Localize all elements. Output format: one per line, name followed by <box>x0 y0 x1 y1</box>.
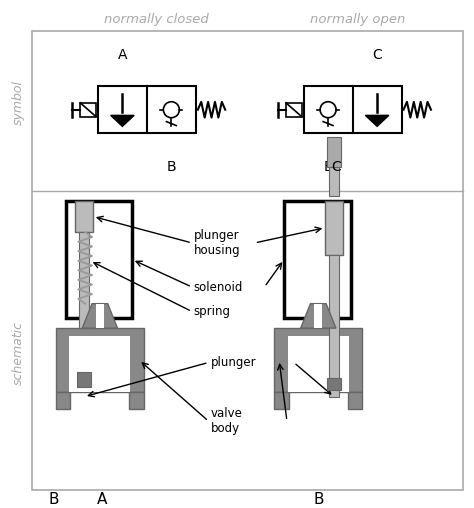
Bar <box>80 103 96 116</box>
Bar <box>96 304 104 328</box>
Text: schematic: schematic <box>12 321 25 385</box>
Circle shape <box>164 102 179 118</box>
Text: normally open: normally open <box>310 13 405 26</box>
Bar <box>327 378 341 390</box>
Text: A: A <box>118 48 127 61</box>
Text: B: B <box>323 160 333 174</box>
Bar <box>288 336 349 392</box>
Bar <box>79 232 89 328</box>
Bar <box>98 86 196 133</box>
Text: normally closed: normally closed <box>104 13 209 26</box>
Polygon shape <box>110 115 134 126</box>
Polygon shape <box>365 115 389 126</box>
Bar <box>65 201 132 319</box>
Bar <box>56 392 71 409</box>
Bar <box>75 201 93 232</box>
Bar <box>329 255 339 397</box>
Bar <box>56 328 144 392</box>
Bar <box>284 201 351 319</box>
Text: C: C <box>331 160 341 174</box>
Text: plunger: plunger <box>210 356 256 369</box>
Circle shape <box>320 102 336 118</box>
Polygon shape <box>301 304 336 328</box>
Bar <box>70 336 130 392</box>
Bar <box>325 201 343 255</box>
Bar <box>274 328 363 392</box>
Bar <box>329 167 339 196</box>
Polygon shape <box>82 304 118 328</box>
Bar <box>129 392 144 409</box>
Text: B: B <box>48 492 59 507</box>
Bar <box>77 372 91 387</box>
Bar <box>274 392 289 409</box>
Text: valve
body: valve body <box>210 407 242 435</box>
Bar <box>314 304 322 328</box>
Bar <box>286 103 301 116</box>
Text: symbol: symbol <box>12 80 25 125</box>
Text: solenoid: solenoid <box>194 280 243 294</box>
Text: B: B <box>313 492 324 507</box>
Text: plunger
housing: plunger housing <box>194 229 240 257</box>
Text: A: A <box>97 492 107 507</box>
Bar <box>304 86 401 133</box>
Text: C: C <box>372 48 382 61</box>
Bar <box>348 392 363 409</box>
Text: spring: spring <box>194 305 231 318</box>
Bar <box>327 137 341 167</box>
Text: B: B <box>166 160 176 174</box>
